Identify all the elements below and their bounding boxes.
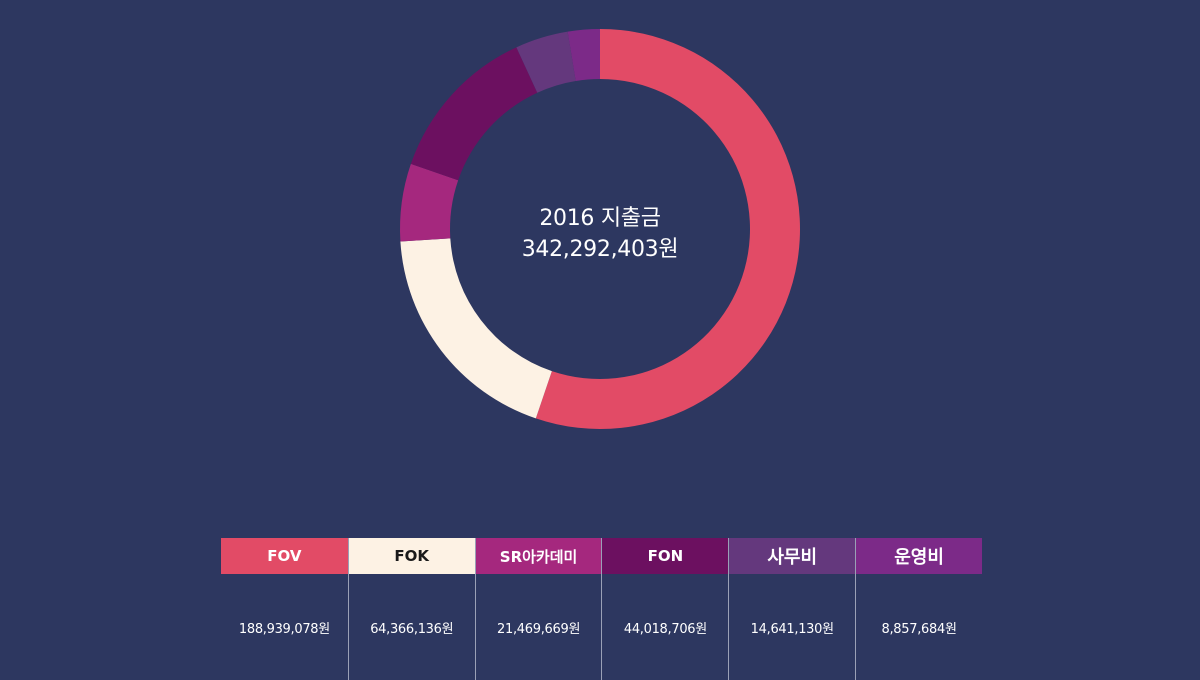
donut-slice-fok [400,238,552,419]
legend-value-fov: 188,939,078원 [238,621,330,637]
donut-chart [400,29,800,429]
chart-total: 342,292,403원 [521,237,679,262]
legend-table: FOV 188,939,078원 FOK 64,366,136원 SR아카데미 … [221,538,982,680]
legend-value-office: 14,641,130원 [750,621,834,637]
legend-value-operating: 8,857,684원 [881,621,957,637]
legend-header-sr-academy: SR아카데미 [475,538,602,574]
legend-column-office: 사무비 14,641,130원 [728,538,856,680]
legend-header-fok: FOK [348,538,475,574]
legend-header-fov: FOV [221,538,348,574]
legend-column-operating: 운영비 8,857,684원 [855,538,982,680]
legend-value-fon: 44,018,706원 [623,621,707,637]
legend-value-fok: 64,366,136원 [370,621,454,637]
donut-slice-fov [535,29,800,429]
chart-title: 2016 지출금 [539,206,661,231]
legend-header-office: 사무비 [729,538,856,574]
legend-column-fon: FON 44,018,706원 [601,538,729,680]
donut-center-label: 2016 지출금 342,292,403원 [450,203,750,265]
donut-slice-operating [567,29,600,81]
legend-header-operating: 운영비 [856,538,982,574]
legend-header-fon: FON [602,538,729,574]
legend-column-fov: FOV 188,939,078원 [221,538,348,680]
legend-column-fok: FOK 64,366,136원 [347,538,475,680]
donut-slice-fon [410,47,538,181]
donut-slice-office [516,31,576,93]
legend-column-sr-academy: SR아카데미 21,469,669원 [474,538,602,680]
donut-slice-sr-academy [400,163,459,242]
legend-value-sr-academy: 21,469,669원 [497,621,581,637]
